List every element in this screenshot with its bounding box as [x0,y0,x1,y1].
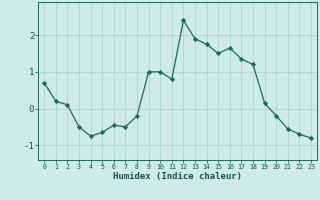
X-axis label: Humidex (Indice chaleur): Humidex (Indice chaleur) [113,172,242,181]
